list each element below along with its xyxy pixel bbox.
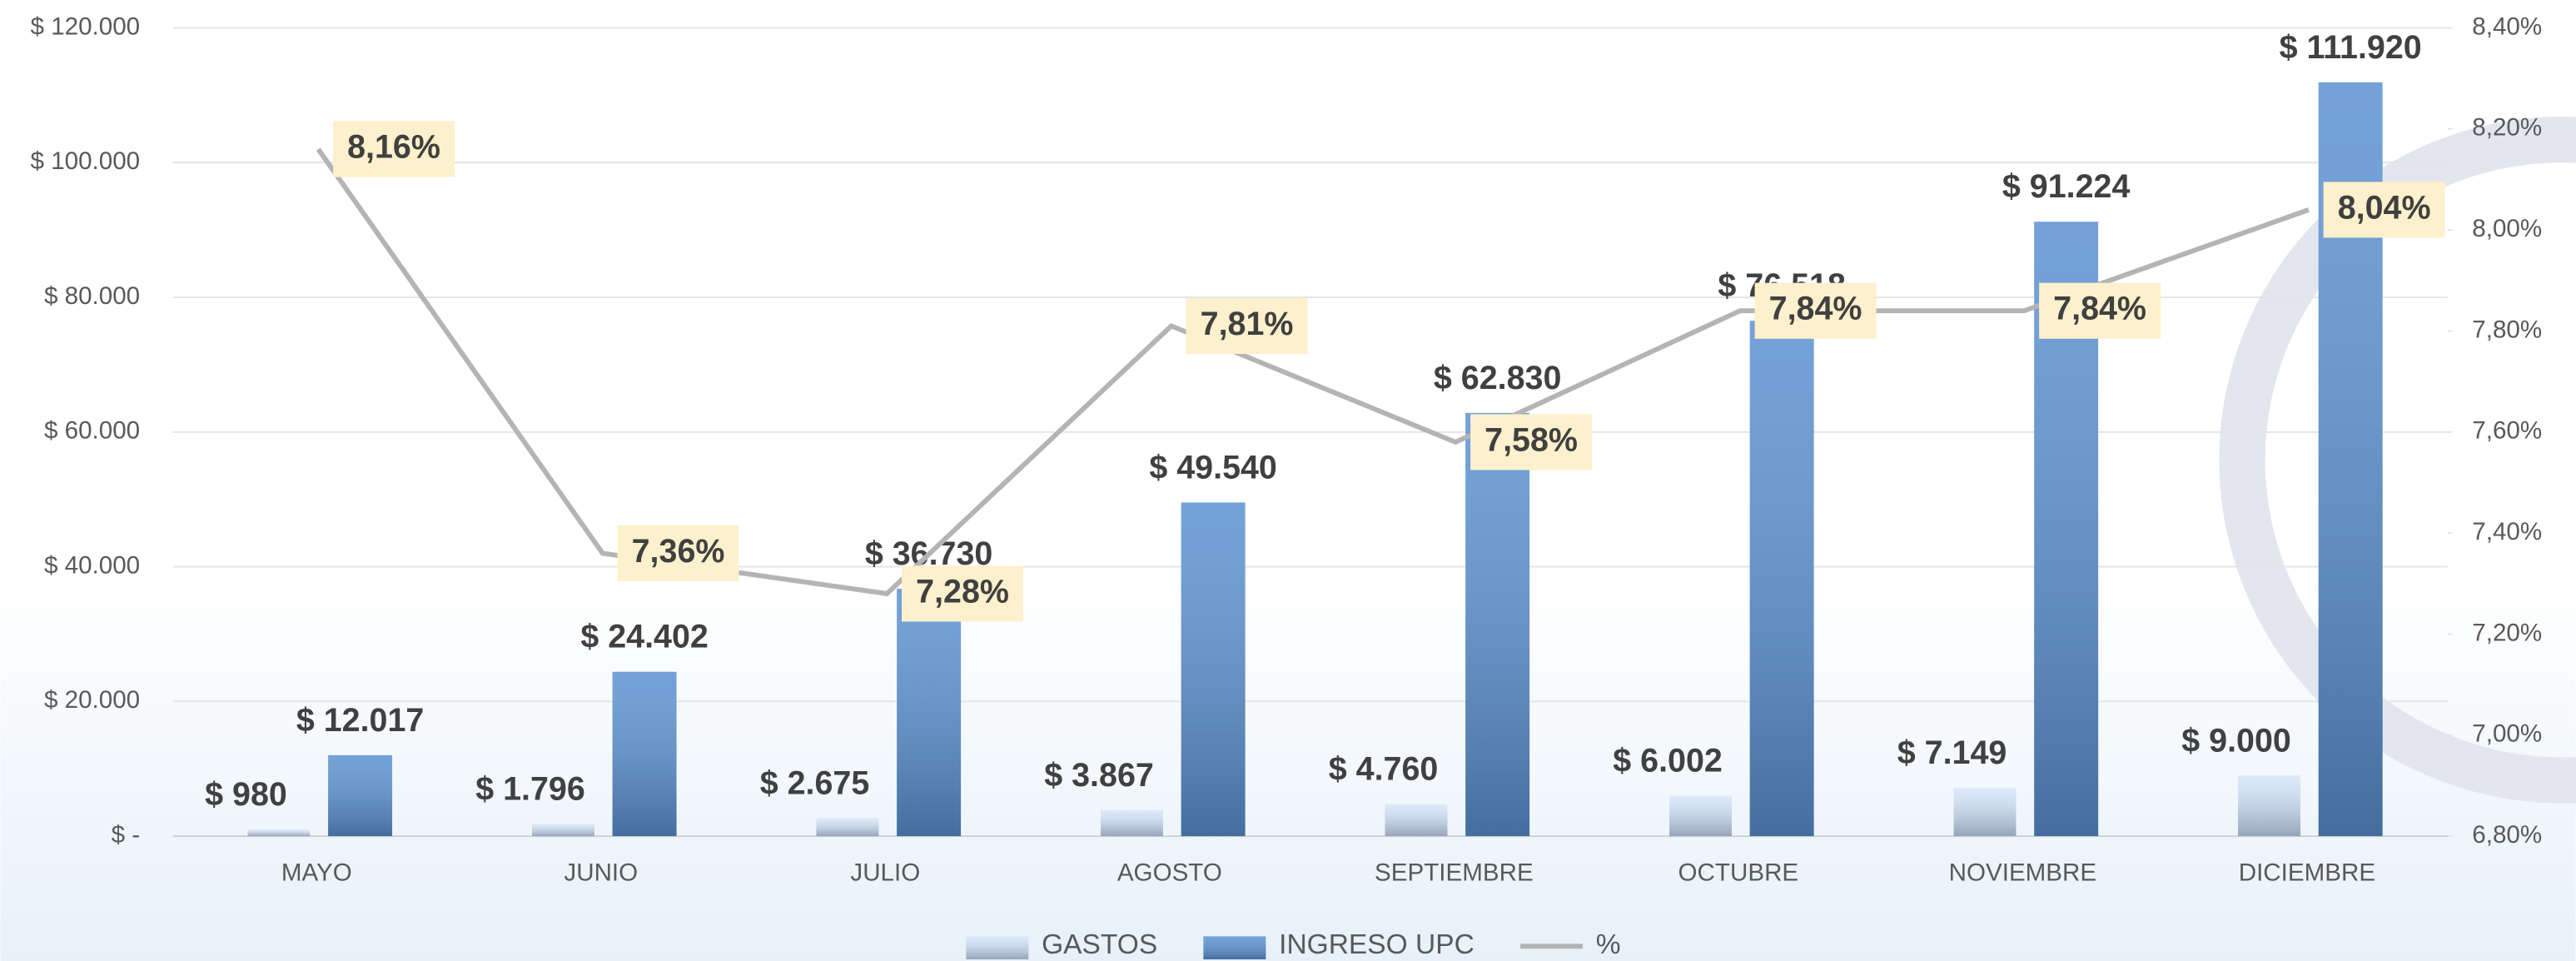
x-tick-label: OCTUBRE bbox=[1678, 859, 1799, 886]
bar-shade bbox=[897, 589, 962, 837]
data-label: $ 62.830 bbox=[1434, 360, 1562, 396]
legend-shade bbox=[966, 936, 1029, 960]
label-box bbox=[2039, 282, 2161, 339]
data-label: 7,81% bbox=[1201, 306, 1294, 342]
y-tick-label: $ 40.000 bbox=[44, 551, 140, 579]
x-tick-label: AGOSTO bbox=[1117, 859, 1222, 886]
label-box bbox=[1754, 282, 1877, 339]
data-label: $ 1.796 bbox=[475, 771, 585, 808]
bar-shade bbox=[1465, 412, 1530, 837]
x-tick-label: SEPTIEMBRE bbox=[1375, 859, 1534, 886]
x-tick-label: MAYO bbox=[281, 859, 352, 886]
y-tick-label: $ 80.000 bbox=[44, 282, 140, 310]
legend-shade bbox=[1203, 936, 1266, 960]
y-tick-label: $ - bbox=[112, 821, 141, 849]
bar-shade bbox=[531, 824, 594, 837]
data-label: 8,16% bbox=[347, 129, 440, 166]
bar-shade bbox=[1953, 788, 2017, 837]
legend-label: % bbox=[1596, 929, 1621, 960]
x-tick-label: JUNIO bbox=[564, 859, 638, 886]
legend-label: GASTOS bbox=[1042, 929, 1157, 960]
y-tick-label: $ 100.000 bbox=[31, 147, 141, 175]
x-tick-label: NOVIEMBRE bbox=[1949, 859, 2097, 886]
data-label: $ 91.224 bbox=[2002, 168, 2131, 205]
label-box bbox=[902, 565, 1024, 622]
y2-tick-label: 8,00% bbox=[2472, 215, 2542, 242]
data-label: $ 9.000 bbox=[2181, 722, 2291, 759]
data-label: $ 111.920 bbox=[2280, 29, 2422, 66]
data-label: $ 2.675 bbox=[760, 764, 870, 801]
bar-shade bbox=[1100, 809, 1163, 837]
y2-tick-label: 7,00% bbox=[2472, 720, 2542, 748]
data-label: $ 3.867 bbox=[1044, 757, 1154, 794]
y-tick-label: $ 20.000 bbox=[44, 686, 140, 714]
y2-tick-label: 7,20% bbox=[2472, 619, 2542, 646]
bar-shade bbox=[328, 754, 393, 837]
bar-shade bbox=[1669, 795, 1732, 837]
data-label: 7,84% bbox=[1769, 291, 1862, 327]
y-tick-label: $ 120.000 bbox=[31, 12, 141, 40]
x-tick-label: DICIEMBRE bbox=[2239, 859, 2375, 886]
bar-shade bbox=[612, 671, 677, 837]
y2-tick-label: 8,40% bbox=[2472, 12, 2542, 40]
bar-shade bbox=[1385, 804, 1448, 837]
label-box bbox=[333, 121, 455, 177]
bar-shade bbox=[247, 829, 311, 837]
data-label: 7,84% bbox=[2053, 291, 2146, 327]
y-tick-label: $ 60.000 bbox=[44, 417, 140, 445]
data-label: 7,28% bbox=[916, 573, 1009, 610]
bar-shade bbox=[816, 818, 879, 837]
y2-tick-label: 7,80% bbox=[2472, 316, 2542, 343]
y2-tick-label: 8,20% bbox=[2472, 114, 2542, 142]
label-box bbox=[2323, 182, 2445, 238]
data-label: $ 7.149 bbox=[1897, 734, 2007, 771]
bar-shade bbox=[1749, 321, 1814, 837]
data-label: $ 4.760 bbox=[1329, 751, 1439, 788]
legend-label: INGRESO UPC bbox=[1279, 929, 1474, 960]
data-label: 7,58% bbox=[1484, 421, 1578, 458]
y2-tick-label: 7,60% bbox=[2472, 417, 2542, 445]
bar-shade bbox=[1181, 502, 1246, 837]
data-label: $ 6.002 bbox=[1613, 743, 1723, 779]
y2-tick-label: 7,40% bbox=[2472, 518, 2542, 545]
data-label: $ 24.402 bbox=[580, 619, 709, 655]
data-label: $ 12.017 bbox=[296, 702, 425, 739]
data-label: $ 980 bbox=[205, 776, 287, 813]
label-box bbox=[617, 525, 739, 581]
bar-shade bbox=[2238, 775, 2301, 837]
label-box bbox=[1186, 297, 1308, 354]
decor-arc bbox=[2219, 117, 2576, 804]
x-tick-label: JULIO bbox=[850, 859, 920, 886]
data-label: 8,04% bbox=[2338, 189, 2431, 226]
label-box bbox=[1470, 414, 1593, 471]
plot: $ - $ 20.000 $ 40.000 $ 60.000 $ 80.000 $ 100… bbox=[31, 12, 2543, 960]
data-label: $ 49.540 bbox=[1149, 449, 1277, 485]
data-label: 7,36% bbox=[632, 533, 725, 570]
y2-tick-label: 6,80% bbox=[2472, 821, 2542, 849]
